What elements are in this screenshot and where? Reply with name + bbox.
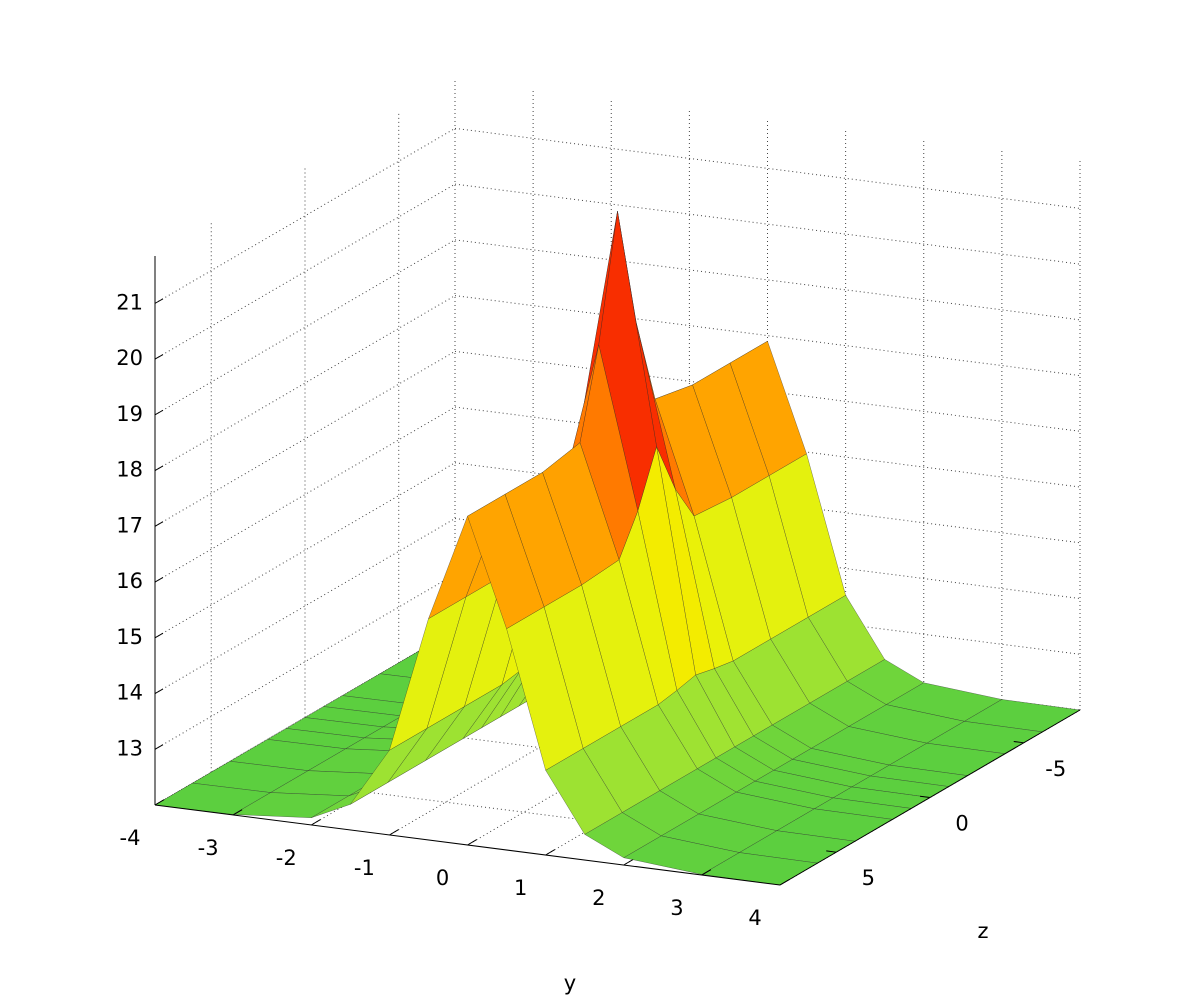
x-tick-label: -4	[120, 826, 141, 850]
z-tick	[154, 298, 164, 304]
z-tick-label: 17	[116, 513, 143, 537]
x-tick	[545, 849, 555, 856]
x-tick-label: 0	[436, 866, 449, 890]
z-tick	[154, 354, 164, 360]
z-tick-label: 14	[116, 681, 143, 705]
x-tick	[779, 879, 790, 886]
z-tick-label: 13	[116, 736, 143, 760]
y-tick	[826, 850, 837, 853]
y-tick	[919, 795, 931, 798]
y-axis-label: z	[977, 919, 988, 943]
x-tick-label: 4	[748, 906, 761, 930]
x-tick-label: -1	[354, 856, 375, 880]
x-tick	[310, 819, 321, 826]
x-tick	[623, 859, 634, 866]
z-tick	[154, 632, 164, 639]
z-tick	[154, 521, 164, 527]
x-tick	[467, 839, 477, 846]
y-tick	[1013, 741, 1024, 744]
x-tick-label: 3	[670, 896, 683, 920]
y-tick-label: -5	[1045, 757, 1066, 781]
x-tick	[232, 809, 243, 816]
x-tick	[701, 869, 712, 876]
z-tick	[154, 465, 164, 472]
x-axis-label: y	[564, 971, 576, 995]
x-tick-label: -2	[276, 846, 297, 870]
z-tick	[154, 577, 164, 583]
x-tick-label: 2	[592, 886, 605, 910]
z-tick-label: 20	[116, 346, 143, 370]
x-tick	[154, 799, 165, 806]
z-tick-label: 19	[116, 402, 143, 426]
z-tick-label: 21	[116, 290, 143, 314]
y-tick-label: 5	[862, 866, 875, 890]
x-tick	[389, 829, 399, 836]
surface-patch	[467, 493, 545, 630]
z-tick	[154, 744, 164, 750]
z-tick-label: 18	[116, 458, 143, 482]
x-tick-label: -3	[198, 836, 219, 860]
z-tick	[154, 409, 164, 416]
z-tick	[154, 688, 164, 694]
x-tick-label: 1	[514, 876, 527, 900]
z-tick-label: 15	[116, 625, 143, 649]
z-tick-label: 16	[116, 569, 143, 593]
y-tick-label: 0	[955, 812, 968, 836]
